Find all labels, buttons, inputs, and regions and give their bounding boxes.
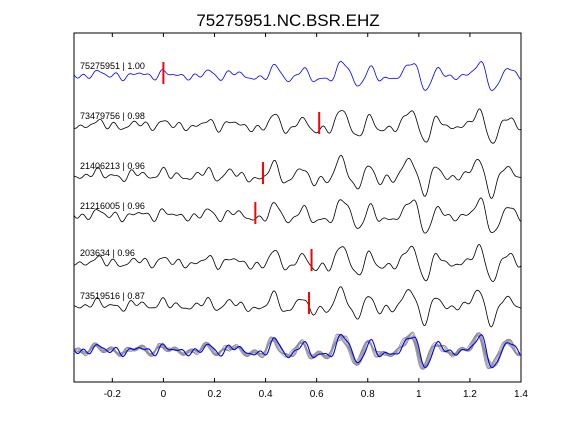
waveform-trace	[74, 108, 521, 144]
trace-label: 21216005 | 0.96	[80, 201, 145, 211]
x-tick-label: 0.2	[208, 389, 222, 400]
waveform-trace	[74, 197, 521, 234]
waveform-trace	[74, 286, 521, 328]
x-tick-label: 0.6	[310, 389, 324, 400]
x-tick-label: -0.2	[104, 389, 122, 400]
trace-label: 75275951 | 1.00	[80, 61, 145, 71]
chart-title: 75275951.NC.BSR.EHZ	[196, 11, 379, 30]
pick-marker-group	[162, 62, 321, 314]
x-tick-label: 1.4	[514, 389, 528, 400]
waveform-trace	[74, 60, 521, 91]
trace-label: 73519516 | 0.87	[80, 291, 145, 301]
trace-label-group: 75275951 | 1.00 73479756 | 0.98 21406213 |…	[80, 61, 145, 301]
trace-group	[74, 60, 521, 328]
trace-label: 203634 | 0.96	[80, 248, 135, 258]
waveform-trace	[74, 243, 521, 282]
x-tick-label: 0	[161, 389, 167, 400]
trace-label: 73479756 | 0.98	[80, 111, 145, 121]
trace-label: 21406213 | 0.96	[80, 161, 145, 171]
x-tick-label: 0.4	[259, 389, 273, 400]
x-tick-label: 1	[416, 389, 422, 400]
x-tick-label: 0.8	[361, 389, 375, 400]
stacked-trace	[74, 333, 521, 370]
waveform-trace	[74, 154, 521, 199]
axes-box	[73, 32, 522, 383]
stacked-overlay	[74, 331, 521, 370]
x-axis: -0.2 0 0.2 0.4 0.6 0.8 1 1.2 1.4	[104, 33, 528, 400]
stacked-reference-trace	[74, 333, 521, 369]
x-tick-label: 1.2	[463, 389, 477, 400]
